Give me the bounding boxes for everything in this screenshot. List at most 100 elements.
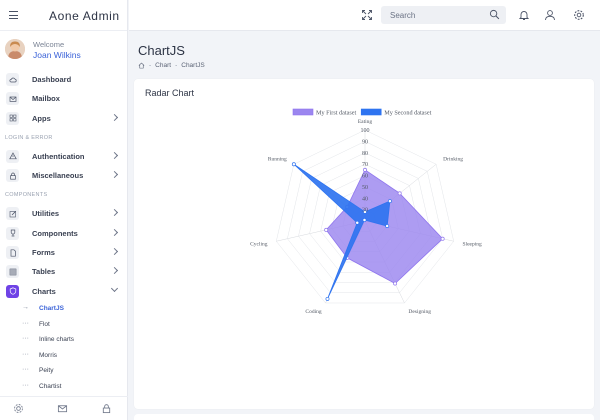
dots-icon: ··· [22, 366, 29, 374]
sidebar-item-label: Charts [32, 286, 56, 296]
sidebar-subitem-chartist[interactable]: ··· Chartist [0, 379, 128, 395]
chevron-down-icon [110, 284, 119, 292]
radar-tick-label: 70 [362, 162, 368, 168]
radar-axis-label: Sleeping [462, 241, 481, 247]
sidebar-item-apps[interactable]: Apps [0, 109, 128, 128]
sidebar-item-charts[interactable]: Charts [0, 282, 128, 301]
sidebar-item-label: Mailbox [32, 94, 60, 104]
arrow-right-icon: → [22, 303, 29, 311]
radar-data-point [393, 281, 398, 286]
sidebar-item-tables[interactable]: Tables [0, 262, 128, 281]
sidebar-subitem-flot[interactable]: ··· Flot [0, 317, 128, 333]
radar-grid-ring [276, 129, 454, 304]
warning-icon [6, 149, 19, 163]
menu-toggle-icon[interactable] [9, 11, 18, 19]
edit-icon [6, 207, 19, 221]
sidebar-item-label: Tables [32, 267, 56, 277]
sidebar-item-authentication[interactable]: Authentication [0, 147, 128, 166]
sidebar-item-dashboard[interactable]: Dashboard [0, 70, 128, 89]
sidebar-subitem-morris[interactable]: ··· Morris [0, 348, 128, 364]
breadcrumb-chart[interactable]: Chart [155, 62, 172, 69]
radar-grid-ring [298, 152, 432, 283]
radar-grid-ring [287, 141, 443, 293]
cloud-icon [6, 73, 19, 86]
table-icon [6, 265, 19, 279]
chevron-right-icon [110, 151, 119, 159]
bell-icon[interactable] [518, 9, 530, 21]
lock-icon[interactable] [101, 403, 112, 414]
radar-axis-label: Running [268, 157, 287, 163]
sidebar-subitem-label: Chartist [39, 382, 62, 390]
lock-icon [6, 169, 19, 183]
dots-icon: ··· [22, 381, 29, 389]
sidebar-item-label: Forms [32, 248, 55, 258]
dots-icon: ··· [22, 319, 29, 327]
sidebar-item-utilities[interactable]: Utilities [0, 204, 128, 223]
radar-data-point [291, 162, 296, 167]
breadcrumb-separator: - [175, 62, 178, 69]
chevron-right-icon [110, 267, 119, 275]
sidebar-subitem-inline-charts[interactable]: ··· Inline charts [0, 332, 128, 348]
sidebar-subitem-label: Flot [39, 320, 50, 328]
sidebar-subitem-chartjs[interactable]: → ChartJS [0, 301, 128, 317]
sidebar-item-label: Dashboard [32, 75, 72, 84]
sidebar-item-mailbox[interactable]: Mailbox [0, 89, 128, 108]
radar-tick-label: 30 [362, 208, 368, 214]
sidebar-subitem-peity[interactable]: ··· Peity [0, 363, 128, 379]
card-title: Radar Chart [145, 88, 195, 98]
sidebar-item-components[interactable]: Components [0, 224, 128, 243]
chevron-right-icon [110, 171, 119, 179]
radar-axis-label: Designing [408, 309, 431, 315]
sidebar-subitem-label: Inline charts [39, 336, 75, 344]
settings-icon[interactable] [13, 403, 24, 414]
user-name-link[interactable]: Joan Wilkins [33, 50, 81, 60]
sidebar-item-label: Miscellaneous [32, 171, 84, 181]
radar-tick-label: 60 [362, 174, 368, 180]
file-icon [6, 246, 19, 260]
chevron-right-icon [110, 248, 119, 256]
fullscreen-icon[interactable] [361, 9, 373, 21]
user-icon[interactable] [544, 9, 556, 21]
radar-data-point [440, 236, 445, 241]
dots-icon: ··· [22, 335, 29, 343]
breadcrumb: - Chart - ChartJS [138, 62, 205, 69]
chevron-right-icon [110, 209, 119, 217]
radar-axis-label: Coding [305, 309, 321, 315]
brand-logo-text[interactable]: Aone Admin [49, 9, 120, 23]
mail-icon[interactable] [57, 403, 68, 414]
search-box [381, 6, 506, 24]
sidebar-item-forms[interactable]: Forms [0, 243, 128, 262]
breadcrumb-separator: - [149, 62, 152, 69]
radar-grid-ring [309, 163, 421, 273]
radar-data-point [397, 191, 402, 196]
search-input[interactable] [390, 9, 485, 21]
radar-series-area [293, 163, 391, 300]
brand-bar: Aone Admin [0, 0, 127, 31]
sidebar-item-label: Apps [32, 113, 51, 123]
trophy-icon [6, 226, 19, 240]
radar-tick-label: 100 [361, 128, 370, 134]
user-panel: Welcome Joan Wilkins [0, 31, 128, 67]
chevron-right-icon [110, 113, 119, 121]
sidebar-item-label: Authentication [32, 151, 85, 161]
sidebar-footer [0, 396, 128, 420]
search-icon[interactable] [489, 9, 500, 20]
gear-icon[interactable] [573, 9, 585, 21]
section-title-login: LOGIN & ERROR [5, 134, 53, 141]
sidebar-item-label: Components [32, 228, 78, 238]
legend-label: My Second dataset [384, 110, 431, 117]
radar-tick-label: 90 [362, 139, 368, 145]
home-icon[interactable] [138, 62, 145, 69]
sidebar-subitem-label: Morris [39, 351, 58, 359]
sidebar-subitem-label: Peity [39, 367, 54, 375]
radar-data-point [324, 227, 329, 232]
sidebar-subitem-label: ChartJS [39, 304, 64, 312]
sidebar-item-miscellaneous[interactable]: Miscellaneous [0, 166, 128, 185]
shield-icon [6, 284, 19, 298]
mail-icon [6, 92, 19, 106]
avatar[interactable] [5, 39, 25, 59]
dots-icon: ··· [22, 350, 29, 358]
radar-data-point [362, 218, 367, 222]
next-card [134, 414, 594, 420]
radar-data-point [325, 296, 330, 301]
